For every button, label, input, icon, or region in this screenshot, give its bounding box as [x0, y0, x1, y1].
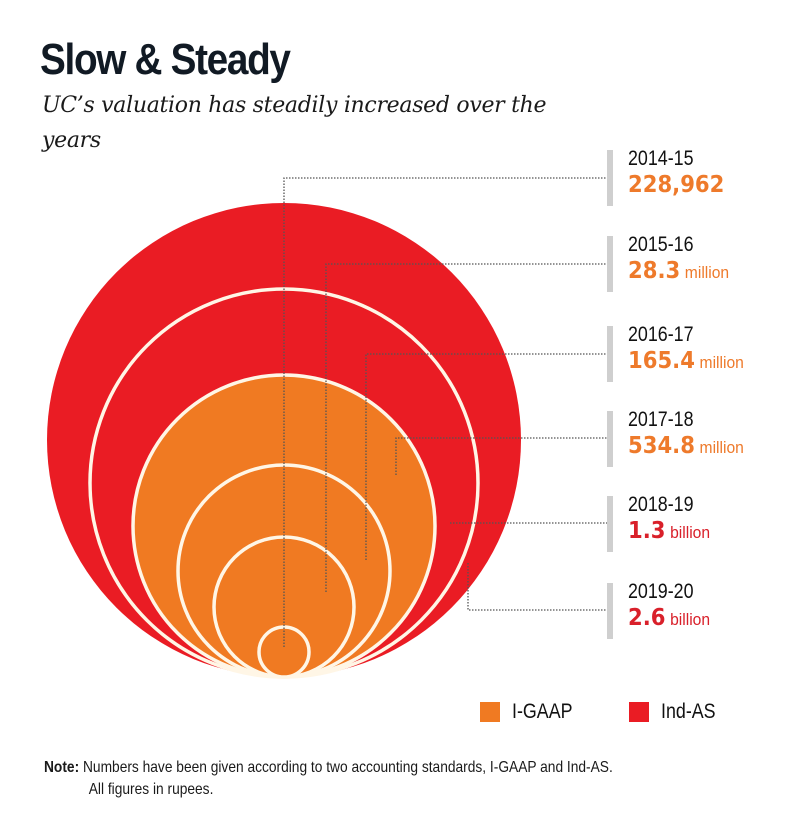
value-line: 534.8 million — [628, 432, 784, 463]
year-label: 2014-15 — [628, 147, 694, 170]
value-number: 2.6 — [628, 605, 666, 631]
label-bar-2016-17 — [607, 326, 613, 382]
legend: I-GAAP Ind-AS — [480, 700, 771, 724]
legend-label: Ind-AS — [661, 700, 716, 723]
year-label-block: 2017-18 534.8 million — [628, 408, 798, 463]
leader-line-2016-17 — [365, 353, 607, 560]
value-number: 228,962 — [628, 172, 725, 198]
value-line: 228,962 — [628, 171, 784, 202]
value-number: 1.3 — [628, 518, 666, 544]
value-number: 534.8 — [628, 433, 695, 459]
leader-line-2015-16 — [325, 263, 607, 592]
note-key: Note: — [44, 759, 80, 776]
value-line: 2.6 billion — [628, 604, 784, 635]
label-bar-2015-16 — [607, 236, 613, 292]
value-unit: million — [684, 263, 730, 282]
year-label-block: 2019-20 2.6 billion — [628, 580, 798, 635]
note-text-line2: All figures in rupees. — [88, 781, 214, 798]
value-line: 28.3 million — [628, 257, 784, 288]
value-line: 1.3 billion — [628, 517, 784, 548]
chart-subtitle: UC’s valuation has steadily increased ov… — [42, 93, 547, 153]
note-text: Numbers have been given according to two… — [79, 759, 613, 776]
label-bar-2017-18 — [607, 411, 613, 467]
year-label-block: 2018-19 1.3 billion — [628, 493, 798, 548]
chart-title: Slow & Steady — [40, 35, 291, 84]
label-bar-2018-19 — [607, 496, 613, 552]
leader-line-2017-18 — [395, 437, 607, 475]
value-unit: million — [699, 438, 744, 457]
legend-item-indas: Ind-AS — [629, 700, 725, 724]
footnote: Note: Numbers have been given according … — [44, 757, 680, 801]
year-label: 2015-16 — [628, 233, 694, 256]
value-unit: billion — [670, 610, 711, 629]
value-number: 28.3 — [628, 258, 681, 284]
label-bar-2014-15 — [607, 150, 613, 206]
value-line: 165.4 million — [628, 347, 784, 378]
value-unit: billion — [670, 523, 711, 542]
value-number: 165.4 — [628, 348, 695, 374]
legend-swatch-igaap — [480, 702, 500, 722]
legend-item-igaap: I-GAAP — [480, 700, 583, 724]
circle-2014-15 — [257, 625, 311, 679]
year-label-block: 2015-16 28.3 million — [628, 233, 798, 288]
legend-swatch-indas — [629, 702, 650, 722]
leader-line-2014-15 — [283, 177, 607, 647]
value-unit: million — [699, 353, 744, 372]
year-label: 2016-17 — [628, 323, 694, 346]
leader-line-2019-20 — [467, 563, 607, 611]
year-label: 2019-20 — [628, 580, 694, 603]
label-bar-2019-20 — [607, 583, 613, 639]
year-label-block: 2016-17 165.4 million — [628, 323, 798, 378]
year-label: 2017-18 — [628, 408, 694, 431]
year-label-block: 2014-15 228,962 — [628, 147, 798, 202]
legend-label: I-GAAP — [512, 700, 573, 723]
year-label: 2018-19 — [628, 493, 694, 516]
